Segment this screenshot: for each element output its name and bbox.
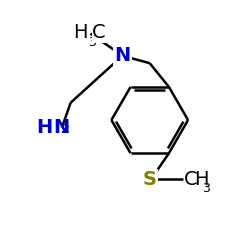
Text: H: H <box>194 170 208 189</box>
Text: H: H <box>74 23 88 42</box>
Text: 3: 3 <box>202 182 210 195</box>
Text: C: C <box>184 170 198 189</box>
Text: N: N <box>114 46 131 65</box>
Text: 3: 3 <box>88 36 96 49</box>
Text: C: C <box>92 23 106 42</box>
Text: N: N <box>53 118 70 137</box>
Text: H: H <box>36 118 52 137</box>
Text: 2: 2 <box>61 123 70 136</box>
Text: S: S <box>143 170 157 189</box>
